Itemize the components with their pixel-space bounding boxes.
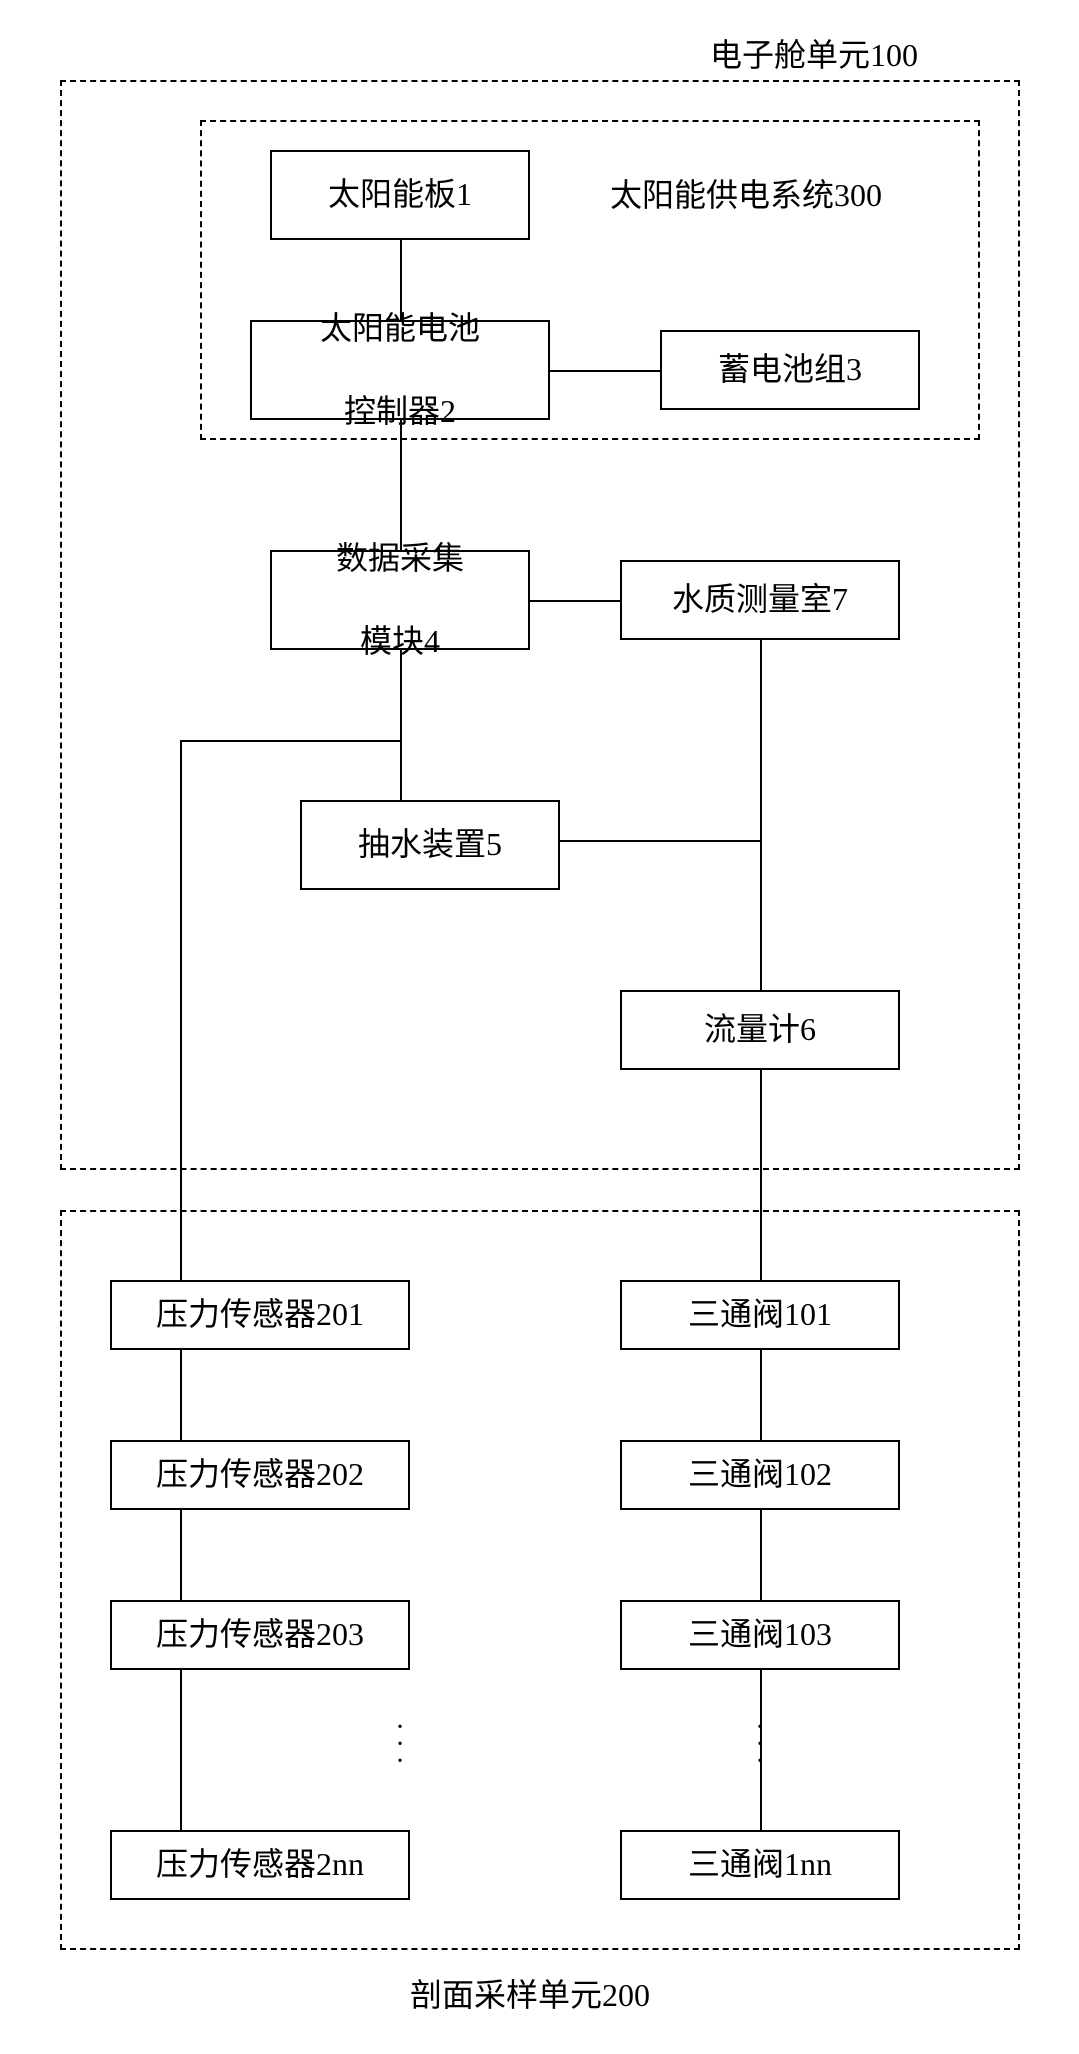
edge-13 [760,1350,762,1440]
edge-11 [180,1510,182,1600]
node-v3: 三通阀103 [620,1600,900,1670]
node-data_mod: 数据采集模块4 [270,550,530,650]
unit-label-bottom: 剖面采样单元200 [410,1970,650,2016]
node-p2: 压力传感器202 [110,1440,410,1510]
node-solar_panel: 太阳能板1 [270,150,530,240]
node-p3: 压力传感器203 [110,1600,410,1670]
vdots-1: · · · [750,1720,770,1770]
edge-5 [180,740,400,742]
unit-label-sub: 太阳能供电系统300 [610,170,882,216]
edge-12 [180,1670,182,1830]
edge-3 [530,600,620,602]
edge-9 [760,1070,762,1280]
edge-2 [400,420,402,550]
node-solar_ctrl: 太阳能电池控制器2 [250,320,550,420]
node-flowmeter: 流量计6 [620,990,900,1070]
edge-10 [180,1350,182,1440]
vdots-0: · · · [390,1720,410,1770]
edge-1 [550,370,660,372]
node-water_room: 水质测量室7 [620,560,900,640]
edge-6 [180,740,182,1280]
edge-4 [400,650,402,800]
node-vn: 三通阀1nn [620,1830,900,1900]
unit-label-top: 电子舱单元100 [710,30,918,76]
node-v1: 三通阀101 [620,1280,900,1350]
node-battery: 蓄电池组3 [660,330,920,410]
node-pn: 压力传感器2nn [110,1830,410,1900]
node-p1: 压力传感器201 [110,1280,410,1350]
edge-8 [760,640,762,990]
node-v2: 三通阀102 [620,1440,900,1510]
edge-7 [560,840,760,842]
node-pump: 抽水装置5 [300,800,560,890]
edge-14 [760,1510,762,1600]
